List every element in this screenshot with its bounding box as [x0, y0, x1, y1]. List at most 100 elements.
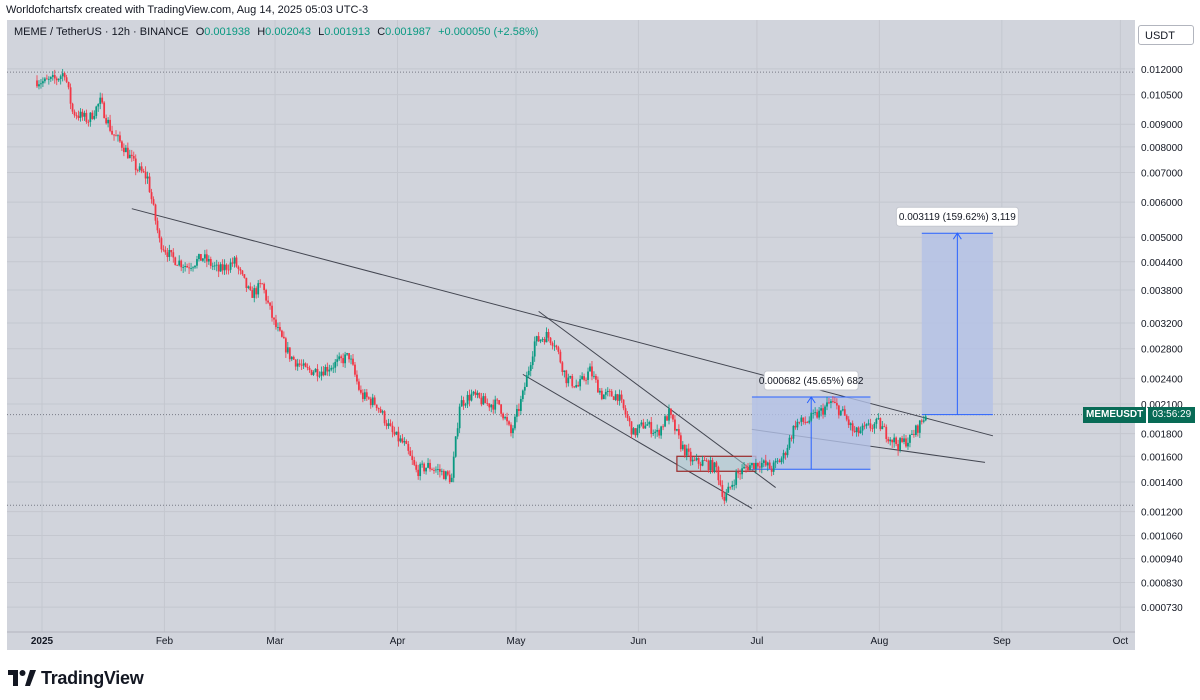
- candle-body: [918, 420, 921, 433]
- trendline: [522, 373, 753, 509]
- brand-name: TradingView: [41, 667, 144, 688]
- candle-body: [557, 347, 560, 352]
- candle-body: [581, 376, 583, 380]
- candle-body: [148, 176, 151, 193]
- candle-body: [49, 76, 52, 79]
- candle-body: [225, 264, 228, 270]
- candle-body: [788, 437, 791, 449]
- candle-body: [40, 83, 42, 85]
- candle-body: [446, 471, 449, 475]
- candle-body: [170, 250, 173, 253]
- price-tick-label: 0.000940: [1141, 555, 1183, 566]
- candle-body: [383, 411, 386, 424]
- currency-button[interactable]: USDT: [1138, 25, 1194, 45]
- candle-body: [861, 425, 864, 431]
- candle-body: [184, 266, 187, 268]
- candle-body: [713, 462, 716, 473]
- candle-body: [589, 366, 591, 372]
- candle-body: [144, 171, 147, 179]
- candle-body: [618, 394, 621, 401]
- candle-body: [774, 461, 777, 463]
- candle-body: [45, 78, 48, 80]
- candle-body: [845, 415, 848, 420]
- candle-body: [535, 336, 538, 342]
- candle-body: [237, 266, 240, 270]
- candle-body: [328, 369, 331, 372]
- time-tick-label: Oct: [1113, 636, 1129, 647]
- candle-body: [792, 425, 795, 439]
- candle-body: [871, 428, 874, 430]
- candle-body: [606, 390, 609, 392]
- candle-body: [835, 402, 838, 406]
- price-axis[interactable]: 0.012000 0.010500 0.009000 0.008000 0.007000…: [1135, 20, 1200, 650]
- candle-body: [701, 460, 704, 466]
- price-range-label: 0.000682 (45.65%) 682: [759, 376, 864, 387]
- candle-body: [634, 428, 637, 436]
- tradingview-logo[interactable]: TradingView: [8, 667, 144, 688]
- candle-body: [284, 338, 287, 353]
- candle-body: [121, 141, 123, 148]
- candle-body: [126, 147, 129, 159]
- footer: [0, 660, 1200, 700]
- price-tick-label: 0.006000: [1141, 198, 1183, 209]
- candle-body: [893, 437, 896, 443]
- candle-body: [549, 337, 552, 343]
- candle-body: [770, 468, 773, 472]
- candle-body: [500, 404, 503, 414]
- candle-body: [612, 396, 615, 400]
- candle-body: [247, 286, 250, 288]
- candle-body: [263, 283, 266, 291]
- open-label: O: [195, 26, 205, 38]
- candle-body: [679, 435, 682, 450]
- chart-area[interactable]: 0.000682 (45.65%) 682 0.003119 (159.62%) …: [7, 20, 1135, 650]
- candle-body: [555, 345, 558, 348]
- candle-body: [608, 390, 611, 392]
- symbol-price-badge: MEMEUSDT 03:56:29: [1083, 406, 1196, 423]
- watermark-header: Worldofchartsfx created with TradingView…: [0, 0, 1200, 20]
- change-value: +0.000050 (+2.58%): [438, 26, 539, 38]
- price-tick-label: 0.001800: [1141, 430, 1183, 441]
- candle-body: [77, 115, 80, 118]
- candle-body: [142, 171, 145, 173]
- candle-body: [486, 403, 489, 404]
- candle-body: [563, 370, 566, 372]
- badge-symbol: MEMEUSDT: [1083, 406, 1147, 423]
- candle-body: [217, 264, 220, 272]
- candle-body: [350, 358, 352, 360]
- candle-body: [674, 419, 676, 431]
- price-tick-label: 0.001060: [1141, 531, 1183, 542]
- chart-canvas[interactable]: 0.000682 (45.65%) 682 0.003119 (159.62%) …: [7, 20, 1135, 650]
- candle-body: [630, 421, 633, 435]
- badge-countdown: 03:56:29: [1148, 406, 1196, 423]
- price-tick-label: 0.001600: [1141, 452, 1183, 463]
- candle-body: [136, 170, 139, 171]
- candle-body: [646, 424, 649, 426]
- candle-body: [602, 394, 605, 400]
- candle-body: [111, 130, 113, 135]
- candle-body: [294, 359, 297, 367]
- candle-body: [273, 317, 275, 320]
- candle-body: [348, 353, 350, 360]
- candle-body: [640, 422, 643, 425]
- low-label: L: [318, 26, 325, 38]
- grid: [7, 20, 1135, 632]
- candle-body: [346, 353, 348, 355]
- candle-body: [365, 392, 368, 398]
- candle-body: [239, 269, 242, 271]
- candle-body: [916, 425, 919, 433]
- close-value: 0.001987: [385, 26, 432, 38]
- candle-body: [668, 408, 670, 421]
- candle-body: [472, 391, 475, 394]
- candle-body: [433, 469, 435, 471]
- candle-body: [275, 319, 277, 328]
- candle-body: [371, 397, 374, 406]
- price-tick-label: 0.003800: [1141, 286, 1183, 297]
- candle-body: [53, 75, 56, 79]
- price-tick-label: 0.009000: [1141, 120, 1183, 131]
- candle-body: [816, 412, 819, 418]
- candle-body: [369, 398, 372, 406]
- candle-body: [703, 460, 706, 461]
- candle-body: [253, 288, 256, 298]
- candle-body: [834, 401, 836, 403]
- price-tick-label: 0.000830: [1141, 578, 1183, 589]
